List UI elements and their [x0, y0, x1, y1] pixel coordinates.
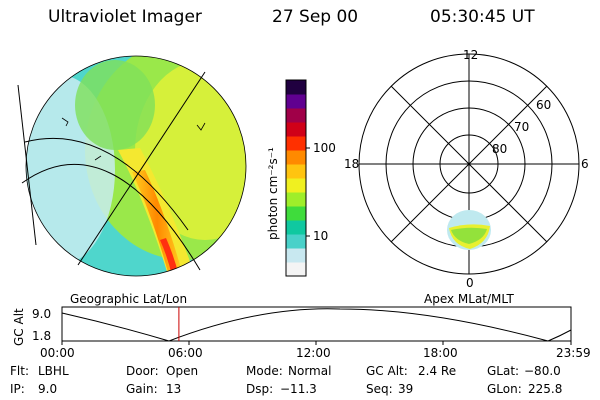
colorbar-cell	[286, 206, 306, 221]
colorbar-cell	[286, 150, 306, 165]
colorbar-cell	[286, 94, 306, 109]
colorbar-cell	[286, 248, 306, 263]
colorbar-cell	[286, 136, 306, 151]
observation-time: 05:30:45 UT	[430, 7, 535, 27]
timeline-frame	[61, 306, 572, 342]
polar-auroral-patch	[447, 210, 491, 250]
colorbar-cell	[286, 262, 306, 277]
gcalt-value: 2.4 Re	[418, 364, 457, 378]
time-tick-1800: 18:00	[423, 346, 458, 360]
gain-label: Gain:	[126, 382, 158, 396]
glon-label: GLon:	[487, 382, 522, 396]
time-tick-0600: 06:00	[168, 346, 203, 360]
mode-label: Mode:	[246, 364, 283, 378]
filter-label: Flt:	[10, 364, 29, 378]
colorbar-tick-100: 100	[313, 141, 336, 155]
polar-caption: Apex MLat/MLT	[424, 292, 514, 306]
mlt-label-6: 6	[581, 157, 589, 171]
dsp-value: −11.3	[280, 382, 317, 396]
time-tick-2359: 23:59	[556, 346, 591, 360]
colorbar-cell	[286, 234, 306, 249]
filter-value: LBHL	[38, 364, 69, 378]
timeline-y-high: 9.0	[32, 307, 52, 321]
door-value: Open	[166, 364, 199, 378]
mlat-label-80: 80	[492, 142, 508, 156]
timeline-axis-label: GC Alt	[12, 308, 26, 346]
mlat-label-70: 70	[514, 120, 530, 134]
seq-label: Seq:	[366, 382, 393, 396]
altitude-curve	[61, 308, 572, 342]
door-label: Door:	[126, 364, 159, 378]
timeline-y-low: 1.8	[32, 329, 52, 343]
instrument-title: Ultraviolet Imager	[48, 7, 202, 27]
colorbar-cells	[286, 80, 306, 277]
colorbar-cell	[286, 192, 306, 207]
glon-value: 225.8	[528, 382, 563, 396]
mlt-label-18: 18	[344, 157, 360, 171]
glat-value: −80.0	[524, 364, 561, 378]
colorbar-cell	[286, 220, 306, 235]
geo-image-caption: Geographic Lat/Lon	[70, 292, 188, 306]
ip-value: 9.0	[38, 382, 58, 396]
ip-label: IP:	[10, 382, 25, 396]
time-tick-1200: 12:00	[296, 346, 331, 360]
colorbar-cell	[286, 164, 306, 179]
mode-value: Normal	[288, 364, 332, 378]
mlt-label-12: 12	[463, 48, 479, 62]
colorbar-cell	[286, 80, 306, 95]
dsp-label: Dsp:	[246, 382, 274, 396]
colorbar-cell	[286, 178, 306, 193]
gain-value: 13	[166, 382, 182, 396]
colorbar-cell	[286, 108, 306, 123]
mlt-label-0: 0	[466, 276, 474, 290]
mlat-label-60: 60	[536, 98, 552, 112]
colorbar-cell	[286, 122, 306, 137]
observation-date: 27 Sep 00	[272, 7, 359, 27]
gcalt-label: GC Alt:	[366, 364, 408, 378]
seq-value: 39	[398, 382, 414, 396]
time-tick-0000: 00:00	[40, 346, 75, 360]
glat-label: GLat:	[487, 364, 520, 378]
colorbar-tick-10: 10	[313, 229, 329, 243]
